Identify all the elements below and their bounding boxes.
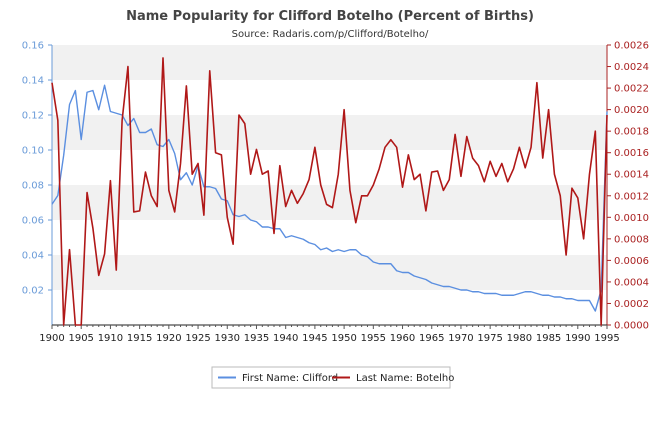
- grid-band: [52, 255, 607, 290]
- x-tick-label: 1945: [302, 333, 327, 344]
- series-line-clifford: [51, 84, 608, 312]
- x-axis: 1900 1905 1910 1915 1920 1925 1930 1935 1940 1945…: [39, 324, 620, 344]
- x-tick-label: 1985: [536, 333, 561, 344]
- series-line-botelho: [51, 57, 608, 326]
- right-tick-label: 0.0020: [614, 105, 649, 116]
- x-tick-label: 1925: [185, 333, 210, 344]
- legend-label-clifford: First Name: Clifford: [242, 373, 338, 384]
- right-tick-label: 0.0000: [614, 321, 649, 332]
- x-tick-label: 1970: [448, 333, 473, 344]
- right-y-axis: 0.0000 0.0002 0.0004 0.0006 0.0008 0.0010 0.00…: [606, 41, 649, 332]
- right-tick-label: 0.0016: [614, 148, 649, 159]
- left-y-axis: 0.02 0.04 0.06 0.08 0.10 0.12 0.14 0.16: [22, 41, 53, 325]
- x-tick-label: 1975: [477, 333, 502, 344]
- left-tick-label: 0.02: [22, 286, 44, 297]
- x-tick-label: 1920: [156, 333, 181, 344]
- right-tick-label: 0.0008: [614, 234, 649, 245]
- right-tick-label: 0.0022: [614, 84, 649, 95]
- left-tick-label: 0.10: [22, 146, 44, 157]
- left-tick-label: 0.04: [22, 251, 44, 262]
- x-tick-label: 1990: [565, 333, 590, 344]
- x-tick-label: 1900: [39, 333, 64, 344]
- x-tick-label: 1935: [244, 333, 269, 344]
- legend-label-botelho: Last Name: Botelho: [356, 373, 454, 384]
- x-tick-label: 1910: [98, 333, 123, 344]
- left-tick-label: 0.16: [22, 41, 44, 52]
- right-tick-label: 0.0024: [614, 62, 649, 73]
- right-tick-label: 0.0010: [614, 213, 649, 224]
- right-tick-label: 0.0026: [614, 41, 649, 52]
- x-tick-label: 1950: [331, 333, 356, 344]
- x-tick-label: 1965: [419, 333, 444, 344]
- x-tick-label: 1995: [594, 333, 619, 344]
- x-tick-label: 1930: [215, 333, 240, 344]
- x-tick-label: 1905: [68, 333, 93, 344]
- plot-background: [52, 45, 607, 325]
- legend-box: [211, 366, 451, 389]
- right-tick-label: 0.0006: [614, 256, 649, 267]
- series-layer: [51, 57, 608, 326]
- x-tick-label: 1960: [390, 333, 415, 344]
- left-tick-label: 0.08: [22, 181, 44, 192]
- x-tick-label: 1915: [127, 333, 152, 344]
- left-tick-label: 0.12: [22, 111, 44, 122]
- left-tick-label: 0.06: [22, 216, 44, 227]
- chart-subtitle: Source: Radaris.com/p/Clifford/Botelho/: [232, 29, 429, 40]
- chart-title: Name Popularity for Clifford Botelho (Pe…: [126, 9, 534, 24]
- right-tick-label: 0.0002: [614, 299, 649, 310]
- right-tick-label: 0.0014: [614, 170, 649, 181]
- legend: First Name: Clifford Last Name: Botelho: [211, 366, 454, 389]
- x-tick-label: 1955: [361, 333, 386, 344]
- left-tick-label: 0.14: [22, 76, 44, 87]
- grid-band: [52, 185, 607, 220]
- right-tick-label: 0.0018: [614, 127, 649, 138]
- grid-band: [52, 45, 607, 80]
- x-tick-label: 1940: [273, 333, 298, 344]
- x-tick-label: 1980: [507, 333, 532, 344]
- right-tick-label: 0.0004: [614, 277, 649, 288]
- right-tick-label: 0.0012: [614, 191, 649, 202]
